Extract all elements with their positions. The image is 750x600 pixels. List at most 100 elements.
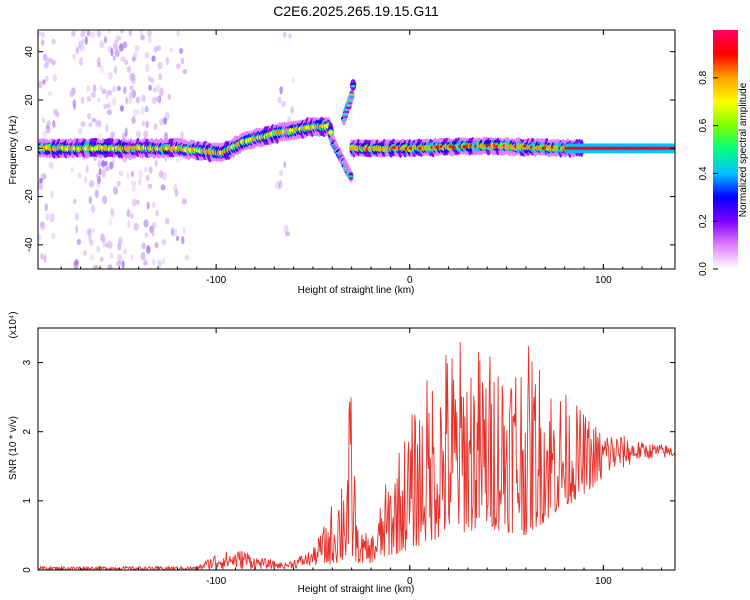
scatter-blob <box>132 54 137 62</box>
ridge-mark <box>349 93 355 96</box>
scatter-blob <box>165 56 169 66</box>
scatter-blob <box>126 65 132 73</box>
spectrogram-ylabel: Frequency (Hz) <box>8 116 19 185</box>
scatter-blob <box>148 84 152 91</box>
scatter-blob <box>145 175 150 181</box>
scatter-blob <box>109 208 115 215</box>
scatter-blob <box>107 30 112 34</box>
scatter-blob <box>119 105 124 112</box>
colorbar: 0.0 0.2 0.4 0.6 0.8 Normalized spectral ampl… <box>698 30 749 276</box>
scatter-blob <box>49 57 53 63</box>
scatter-blob <box>119 30 125 34</box>
scatter-blob <box>102 238 106 248</box>
scatter-blob <box>167 93 172 100</box>
scatter-blob <box>140 106 145 115</box>
y-tick-label: -40 <box>24 237 35 252</box>
scatter-blob <box>51 59 56 66</box>
spectrogram-frame <box>37 29 676 270</box>
scatter-blob <box>132 108 137 117</box>
scatter-blob <box>96 245 101 253</box>
scatter-blob <box>128 96 133 105</box>
y-tick-label: 3 <box>22 359 33 365</box>
scatter-blob <box>155 96 161 102</box>
scatter-blob <box>86 30 91 37</box>
scatter-blob <box>148 166 153 174</box>
scatter-blob <box>112 55 116 61</box>
scatter-blob <box>94 264 98 269</box>
scatter-blob <box>128 30 133 36</box>
scatter-blob <box>121 260 125 269</box>
scatter-blob <box>94 189 99 199</box>
scatter-blob <box>122 248 128 255</box>
scatter-blob <box>102 195 108 205</box>
x-tick-label: -100 <box>206 576 226 587</box>
ridge-mark <box>328 130 334 135</box>
scatter-blob <box>125 96 129 105</box>
scatter-blob <box>42 117 45 124</box>
scatter-blob <box>143 166 148 173</box>
spectrogram-heat-layer <box>38 30 679 269</box>
scatter-blob <box>176 63 181 70</box>
scatter-blob <box>169 47 174 53</box>
scatter-blob <box>49 213 55 223</box>
scatter-blob <box>88 234 93 243</box>
scatter-blob <box>45 213 50 221</box>
scatter-blob <box>151 258 156 266</box>
scatter-blob <box>69 90 74 98</box>
scatter-blob <box>99 65 104 74</box>
scatter-blob <box>71 31 76 37</box>
scatter-blob <box>99 40 104 49</box>
scatter-blob <box>72 53 77 60</box>
scatter-blob <box>159 87 164 97</box>
scatter-blob <box>117 85 121 91</box>
x-tick-label: 0 <box>407 576 413 587</box>
scatter-blob <box>88 122 93 128</box>
scatter-blob <box>144 52 150 59</box>
scatter-blob <box>98 168 102 176</box>
scatter-blob <box>78 40 83 50</box>
scatter-blob <box>277 96 282 104</box>
y-tick-label: 20 <box>24 94 35 106</box>
scatter-blob <box>130 75 136 85</box>
chart-title: C2E6.2025.265.19.15.G11 <box>273 3 439 19</box>
scatter-blob <box>127 219 131 229</box>
scatter-blob <box>78 127 83 135</box>
scatter-blob <box>40 221 46 231</box>
spectrogram-ticks: -100 0 100 -40 -20 0 20 40 <box>24 30 675 286</box>
scatter-blob <box>174 188 179 197</box>
scatter-blob <box>103 37 107 44</box>
scatter-blob <box>46 120 51 127</box>
scatter-blob <box>136 130 141 138</box>
scatter-blob <box>100 233 105 241</box>
scatter-blob <box>124 127 128 137</box>
scatter-blob <box>157 61 163 70</box>
scatter-blob <box>38 233 42 241</box>
scatter-blob <box>114 65 118 75</box>
scatter-blob <box>40 253 44 260</box>
scatter-blob <box>100 161 106 168</box>
colorbar-tick-label: 0.0 <box>698 262 709 276</box>
scatter-blob <box>40 182 44 191</box>
scatter-blob <box>108 218 112 226</box>
scatter-blob <box>114 49 120 58</box>
scatter-blob <box>116 260 122 267</box>
scatter-blob <box>151 221 157 229</box>
scatter-blob <box>159 118 164 126</box>
x-tick-label: -100 <box>206 275 226 286</box>
scatter-blob <box>138 178 142 186</box>
scatter-blob <box>138 169 143 179</box>
scatter-blob <box>39 177 43 184</box>
scatter-blob <box>41 173 47 180</box>
scatter-blob <box>91 117 96 123</box>
ridge-mark <box>675 144 679 154</box>
snr-ylabel: SNR (10 * v/v) <box>8 416 19 480</box>
scatter-blob <box>107 240 113 250</box>
scatter-blob <box>278 180 283 189</box>
scatter-blob <box>96 179 101 189</box>
scatter-blob <box>141 242 147 250</box>
y-tick-label: 0 <box>22 567 33 573</box>
scatter-blob <box>50 189 54 199</box>
scatter-blob <box>153 123 158 130</box>
scatter-blob <box>80 121 86 128</box>
scatter-blob <box>143 130 149 138</box>
